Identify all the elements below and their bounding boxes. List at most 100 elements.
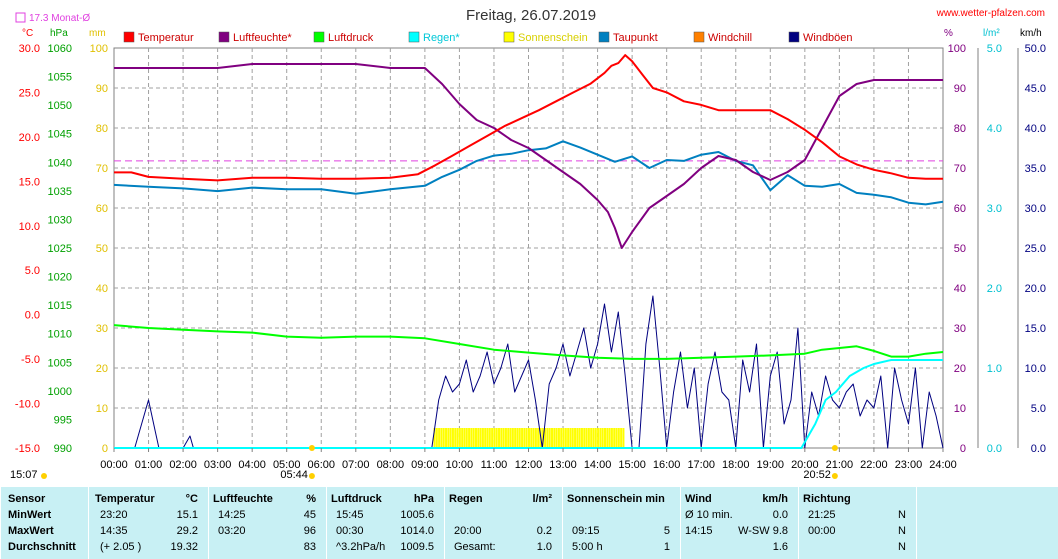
legend-label: Luftfeuchte* xyxy=(233,32,292,44)
sunshine-bar xyxy=(435,428,438,448)
x-tick-label: 06:00 xyxy=(307,459,335,471)
site-link[interactable]: www.wetter-pfalzen.com xyxy=(936,8,1045,19)
sunshine-bar xyxy=(502,428,505,448)
wind-tick: 40.0 xyxy=(1025,123,1046,135)
sunshine-bar xyxy=(557,428,560,448)
wind-tick: 25.0 xyxy=(1025,243,1046,255)
table-column xyxy=(680,487,681,559)
legend-item: Windböen xyxy=(788,31,853,44)
side-label: 15:07 xyxy=(10,469,38,481)
sunshine-bar xyxy=(555,428,558,448)
series-windben xyxy=(114,295,944,449)
mm-tick: 80 xyxy=(96,123,108,135)
sunshine-bar xyxy=(465,428,468,448)
rain-value: 1.0 xyxy=(536,541,552,553)
sunshine-bar xyxy=(574,428,577,448)
sun-value: 5 xyxy=(663,525,670,537)
x-tick-label: 20:00 xyxy=(791,459,819,471)
pressure-tick: 1020 xyxy=(48,272,72,284)
dir-time: 21:25 xyxy=(808,509,836,521)
temp-tick: 0.0 xyxy=(25,310,40,322)
x-tick-label: 19:00 xyxy=(757,459,785,471)
sunshine-bar xyxy=(491,428,494,448)
sunshine-bar xyxy=(454,428,457,448)
temp-time: 23:20 xyxy=(100,509,128,521)
pressure-tick: 995 xyxy=(54,414,72,426)
press-value: 1014.0 xyxy=(400,525,434,537)
percent-tick: 40 xyxy=(954,283,966,295)
wind-tick: 50.0 xyxy=(1025,43,1046,55)
sun-marker xyxy=(308,473,315,479)
temp-value: 15.1 xyxy=(176,509,198,521)
sun-time: 09:15 xyxy=(572,525,600,537)
legend-item: Taupunkt xyxy=(598,31,658,44)
sunshine-bar xyxy=(447,428,450,448)
legend-item: Luftfeuchte* xyxy=(218,31,292,44)
temp-tick: 15.0 xyxy=(19,176,40,188)
sunshine-bar xyxy=(438,428,441,448)
legend-swatch xyxy=(788,31,800,43)
stats-table: Sensor Temperatur °C Luftfeuchte% Luftdruck h… xyxy=(0,487,1058,559)
sunshine-bar xyxy=(523,428,526,448)
x-tick-label: 05:00 xyxy=(273,459,301,471)
wind-time: Ø 10 min. xyxy=(685,509,733,521)
header-dir: Richtung xyxy=(803,493,851,505)
legend-swatch xyxy=(598,31,610,43)
x-tick-label: 08:00 xyxy=(377,459,405,471)
monthly-avg-label: 17.3 Monat-Ø xyxy=(15,12,90,24)
sunshine-bar xyxy=(580,428,583,448)
sunshine-bar xyxy=(474,428,477,448)
sunshine-bar xyxy=(590,428,593,448)
sunshine-bar xyxy=(551,428,554,448)
weather-chart: Freitag, 26.07.2019 www.wetter-pfalzen.c… xyxy=(10,7,1046,481)
hum-time: 14:25 xyxy=(218,509,246,521)
header-rain-unit: l/m² xyxy=(532,493,552,505)
x-tick-label: 16:00 xyxy=(653,459,681,471)
series-luftfeuchte xyxy=(114,63,943,249)
table-column xyxy=(444,487,445,559)
unit-pressure: hPa xyxy=(50,28,68,39)
sunshine-bar xyxy=(613,428,616,448)
press-time: 00:30 xyxy=(336,525,364,537)
x-tick-label: 17:00 xyxy=(687,459,715,471)
sunshine-bar xyxy=(594,428,597,448)
header-wind: Wind xyxy=(685,493,712,505)
series-luftdruck xyxy=(113,324,944,360)
percent-tick: 20 xyxy=(954,363,966,375)
legend-label: Sonnenschein xyxy=(518,32,588,44)
sunshine-bar xyxy=(451,428,454,448)
header-press: Luftdruck xyxy=(331,493,382,505)
wind-value: W-SW 9.8 xyxy=(738,525,788,537)
pressure-tick: 1015 xyxy=(48,300,72,312)
x-tick-label: 22:00 xyxy=(860,459,888,471)
sunshine-bar xyxy=(486,428,489,448)
hum-value: 96 xyxy=(303,525,316,537)
table-column xyxy=(326,487,327,559)
x-tick-label: 10:00 xyxy=(446,459,474,471)
pressure-tick: 1000 xyxy=(48,386,72,398)
temp-value: 29.2 xyxy=(176,525,198,537)
percent-tick: 80 xyxy=(954,123,966,135)
sunshine-bar xyxy=(521,428,524,448)
x-tick-label: 24:00 xyxy=(929,459,957,471)
wind-tick: 5.0 xyxy=(1031,403,1046,415)
pressure-tick: 1035 xyxy=(48,186,72,198)
table-column xyxy=(208,487,209,559)
sunshine-bar xyxy=(599,428,602,448)
wind-tick: 35.0 xyxy=(1025,163,1046,175)
sunshine-bar xyxy=(442,428,445,448)
x-tick-label: 00:00 xyxy=(100,459,128,471)
wind-tick: 20.0 xyxy=(1025,283,1046,295)
sunshine-bar xyxy=(463,428,466,448)
legend: Temperatur Luftfeuchte* Luftdruck Regen* Son… xyxy=(123,31,853,44)
sunshine-bar xyxy=(610,428,613,448)
sunshine-bar xyxy=(493,428,496,448)
x-tick-label: 11:00 xyxy=(481,459,508,471)
mm-tick: 70 xyxy=(96,163,108,175)
series-regen xyxy=(114,359,943,449)
rain-tick: 5.0 xyxy=(987,43,1002,55)
temp-tick: -10.0 xyxy=(15,399,40,411)
wind-time: 14:15 xyxy=(685,525,713,537)
x-tick-label: 23:00 xyxy=(895,459,923,471)
unit-labels: °C hPa mm% l/m² km/h xyxy=(22,28,1042,39)
